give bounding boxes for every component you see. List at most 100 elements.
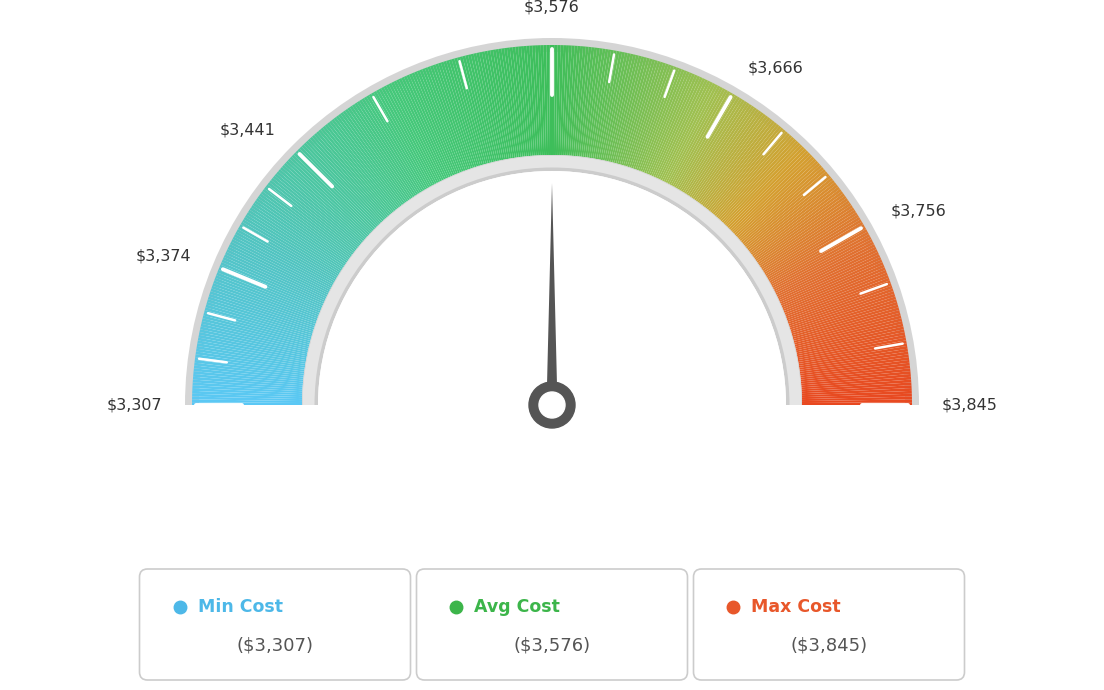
Wedge shape [383,86,437,184]
Wedge shape [379,88,433,186]
Wedge shape [618,58,650,164]
Wedge shape [802,385,912,393]
Wedge shape [707,122,777,210]
Wedge shape [769,226,867,283]
Wedge shape [684,99,745,194]
Wedge shape [657,78,705,179]
Wedge shape [767,221,863,279]
Wedge shape [755,196,847,262]
Wedge shape [289,157,371,234]
Wedge shape [296,150,375,230]
Text: $3,666: $3,666 [747,60,804,75]
Wedge shape [193,380,302,389]
Wedge shape [314,133,389,217]
Wedge shape [746,178,832,248]
Wedge shape [686,101,747,195]
Wedge shape [485,51,507,159]
Wedge shape [711,128,784,214]
Wedge shape [266,184,354,253]
Wedge shape [399,78,447,179]
Wedge shape [354,103,416,196]
Circle shape [539,392,565,418]
Wedge shape [357,101,418,195]
Wedge shape [611,55,639,162]
Wedge shape [552,45,555,155]
Wedge shape [481,51,506,160]
Wedge shape [772,234,870,288]
Wedge shape [728,148,807,228]
Wedge shape [210,291,315,328]
Wedge shape [710,126,782,213]
Text: Min Cost: Min Cost [198,598,283,616]
Wedge shape [778,252,879,300]
Wedge shape [783,265,884,309]
Wedge shape [698,112,764,203]
Wedge shape [800,368,911,382]
Wedge shape [211,286,316,324]
Wedge shape [743,173,829,246]
Wedge shape [558,45,563,155]
Wedge shape [208,297,314,331]
Wedge shape [734,159,816,235]
Wedge shape [237,226,335,283]
Wedge shape [299,146,378,227]
Wedge shape [523,46,534,156]
Wedge shape [764,215,859,275]
Wedge shape [499,48,517,158]
Wedge shape [774,239,873,291]
Wedge shape [318,130,391,215]
Wedge shape [787,283,892,322]
Wedge shape [352,104,415,197]
Wedge shape [741,169,826,243]
Wedge shape [440,62,477,167]
Wedge shape [273,175,360,247]
Wedge shape [606,54,634,161]
Wedge shape [649,74,696,175]
Text: $3,374: $3,374 [136,249,191,264]
Wedge shape [802,388,912,395]
Wedge shape [658,79,708,179]
Wedge shape [254,200,347,264]
Wedge shape [788,288,893,326]
Wedge shape [590,49,608,158]
Wedge shape [691,106,754,198]
Wedge shape [629,63,666,168]
Wedge shape [794,315,901,345]
Wedge shape [225,252,326,300]
Wedge shape [248,210,342,271]
Wedge shape [720,139,796,221]
Wedge shape [331,119,401,208]
Wedge shape [492,50,513,159]
Wedge shape [198,340,306,362]
Wedge shape [785,273,888,315]
Wedge shape [784,270,887,313]
Wedge shape [194,357,305,374]
Wedge shape [603,52,628,161]
Wedge shape [709,124,779,211]
Wedge shape [202,318,309,346]
Wedge shape [761,208,854,269]
Wedge shape [487,50,509,159]
Wedge shape [208,299,314,333]
Wedge shape [206,302,312,335]
Wedge shape [601,52,625,160]
Wedge shape [766,219,862,278]
Wedge shape [802,380,911,389]
Wedge shape [468,55,496,162]
Wedge shape [490,50,511,159]
Wedge shape [587,48,605,158]
Wedge shape [476,52,501,161]
Wedge shape [802,382,912,391]
Wedge shape [627,62,664,167]
Wedge shape [570,46,581,156]
Wedge shape [560,45,566,155]
Wedge shape [288,159,370,235]
Wedge shape [747,180,835,250]
Wedge shape [530,46,539,155]
Wedge shape [195,351,305,370]
Wedge shape [215,275,319,317]
Wedge shape [449,59,482,166]
Wedge shape [454,58,486,164]
Text: $3,576: $3,576 [524,0,580,15]
Wedge shape [797,335,905,358]
